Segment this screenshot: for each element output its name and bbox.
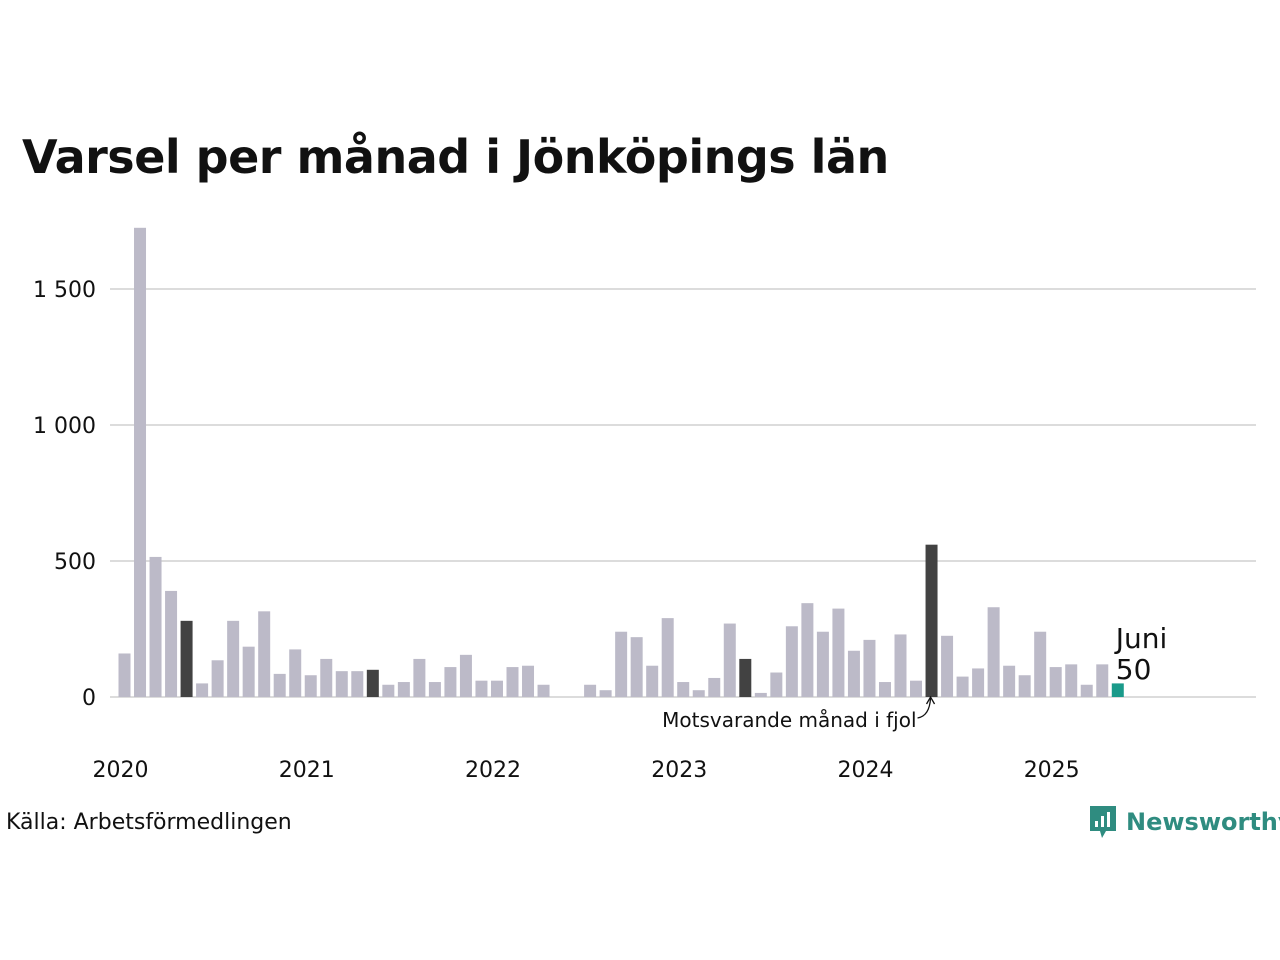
bar	[1018, 675, 1031, 697]
bar-highlight	[739, 658, 752, 697]
bar	[320, 658, 333, 697]
annotation-group: Motsvarande månad i fjol	[662, 695, 936, 732]
bar	[304, 675, 317, 697]
bar	[118, 653, 131, 697]
bar	[165, 590, 178, 697]
bar	[351, 671, 364, 697]
annotation-arrowhead	[925, 695, 936, 705]
bar	[987, 607, 1000, 697]
bar	[1065, 664, 1078, 697]
bar	[630, 637, 643, 697]
y-tick-label: 1 500	[33, 278, 96, 303]
bar	[832, 608, 845, 697]
x-tick-label: 2022	[465, 758, 521, 783]
bars	[118, 227, 1124, 698]
bar	[428, 682, 441, 697]
bar	[878, 682, 891, 697]
bar	[475, 680, 488, 697]
newsworthy-logo-icon	[1090, 806, 1116, 838]
bar	[801, 603, 814, 697]
bar-highlight	[366, 669, 379, 697]
bar	[149, 556, 162, 697]
bar	[816, 631, 829, 697]
bar	[941, 635, 954, 697]
x-tick-label: 2021	[279, 758, 335, 783]
bar	[677, 682, 690, 697]
bar	[413, 658, 426, 697]
annotation-text: Motsvarande månad i fjol	[662, 708, 916, 732]
newsworthy-logo-text: Newsworthy	[1126, 808, 1280, 836]
x-axis-labels: 2020 2021 2022 2023 2024 2025	[93, 758, 1080, 783]
annotation-arrow	[917, 697, 932, 719]
bar	[708, 677, 721, 697]
x-tick-label: 2020	[93, 758, 149, 783]
gridlines	[110, 288, 1256, 698]
bar	[615, 631, 628, 697]
bar	[211, 660, 224, 697]
bar	[242, 646, 255, 697]
bar	[506, 667, 519, 697]
source-note: Källa: Arbetsförmedlingen	[6, 810, 292, 835]
y-tick-label: 0	[82, 686, 96, 711]
bar	[910, 680, 923, 697]
bar-highlight	[925, 544, 938, 697]
bar	[1049, 667, 1062, 697]
bar	[599, 690, 612, 697]
bar	[956, 676, 969, 697]
bar	[273, 673, 286, 697]
chart-title: Varsel per månad i Jönköpings län	[22, 130, 889, 184]
last-bar-month-label: Juni	[1114, 622, 1168, 655]
bar	[646, 665, 659, 697]
x-tick-label: 2024	[837, 758, 893, 783]
bar	[1080, 684, 1093, 697]
x-tick-label: 2023	[651, 758, 707, 783]
bar	[382, 684, 395, 697]
bar	[289, 649, 302, 697]
y-tick-label: 500	[54, 550, 96, 575]
bar	[1003, 665, 1016, 697]
bar-highlight	[180, 620, 193, 697]
newsworthy-logo: Newsworthy	[1088, 804, 1280, 840]
bar	[863, 639, 876, 697]
bar	[335, 671, 348, 697]
bar	[894, 634, 907, 697]
bar	[785, 626, 798, 697]
y-axis-labels: 0 500 1 000 1 500	[33, 278, 96, 711]
bar-current	[1111, 683, 1124, 697]
bar	[522, 665, 535, 697]
last-bar-value-label: 50	[1116, 653, 1152, 686]
bar	[459, 654, 472, 697]
bar	[227, 620, 240, 697]
bar	[661, 618, 674, 697]
bar	[584, 684, 597, 697]
bar	[537, 684, 550, 697]
bar	[134, 227, 147, 698]
bar	[444, 667, 457, 697]
bar	[196, 683, 209, 697]
bar	[723, 623, 736, 697]
bar	[754, 692, 767, 697]
x-tick-label: 2025	[1024, 758, 1080, 783]
y-tick-label: 1 000	[33, 414, 96, 439]
bar	[1096, 664, 1109, 697]
bar	[847, 650, 860, 697]
bar	[490, 680, 503, 697]
bar	[258, 611, 271, 697]
bar	[770, 672, 783, 697]
bar	[692, 690, 705, 697]
bar	[972, 668, 985, 697]
bar	[397, 682, 410, 697]
bar	[1034, 631, 1047, 697]
